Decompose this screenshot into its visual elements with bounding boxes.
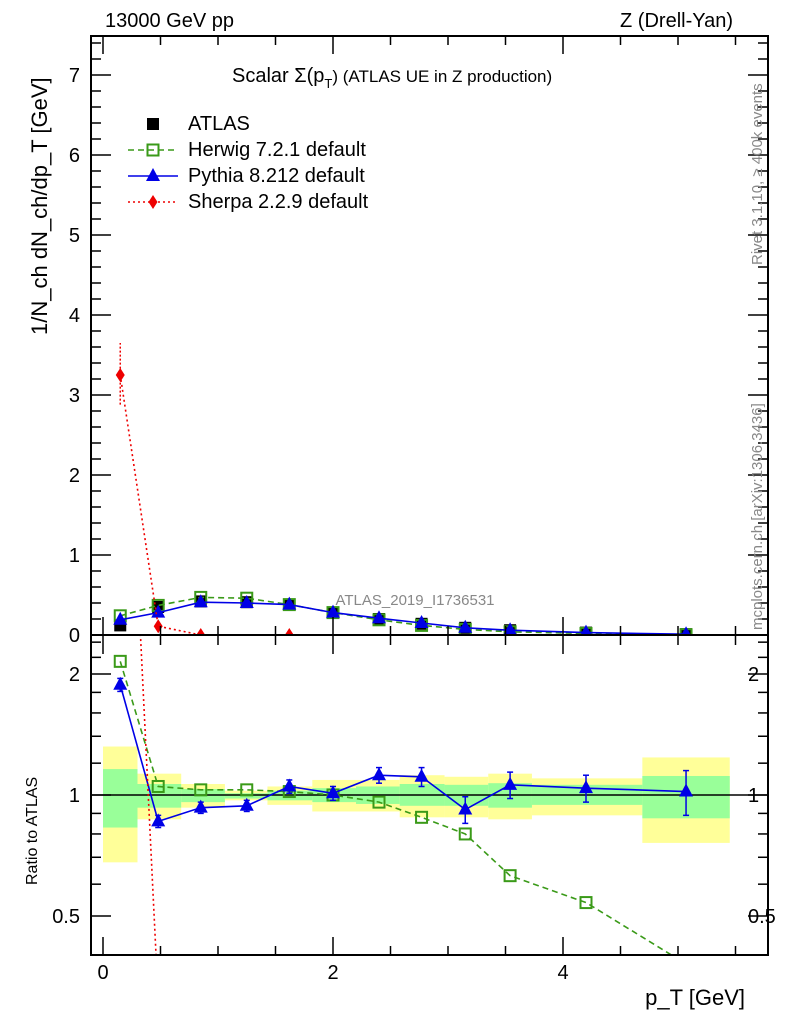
x-tick-0: 0 bbox=[97, 962, 108, 984]
ratio-y-tick-0.5-left: 0.5 bbox=[52, 906, 80, 928]
top-y-tick-3: 3 bbox=[69, 385, 80, 407]
tick-labels: 0 1 2 3 4 5 6 7 0.5 1 2 0.5 1 2 0 2 4 bbox=[52, 65, 776, 984]
rivet-version-text: Rivet 3.1.10, ≥ 400k events bbox=[749, 83, 766, 265]
herwig-ratio-point bbox=[579, 896, 593, 910]
legend-marker-sherpa bbox=[148, 195, 158, 209]
sherpa-point bbox=[153, 619, 163, 634]
title-sub: T bbox=[324, 76, 332, 91]
mcplots-text: mcplots.cern.ch [arXiv:1306.3436] bbox=[749, 403, 766, 630]
herwig-ratio-point bbox=[372, 795, 386, 809]
ratio-y-tick-1-right: 1 bbox=[748, 785, 759, 807]
legend-marker-pythia bbox=[146, 168, 160, 181]
herwig-line bbox=[120, 596, 687, 635]
herwig-ratio-point bbox=[240, 783, 254, 797]
pythia-ratio-point bbox=[151, 813, 166, 827]
band-green-bin bbox=[103, 769, 138, 828]
legend-label-atlas: ATLAS bbox=[188, 113, 250, 135]
legend: ATLAS Herwig 7.2.1 default Pythia 8.212 … bbox=[128, 113, 369, 213]
pythia-line bbox=[120, 601, 687, 635]
top-y-tick-4: 4 bbox=[69, 305, 80, 327]
ratio-uncertainty-bands bbox=[103, 746, 730, 863]
sherpa-ratio-line bbox=[139, 636, 157, 955]
pythia-ratio-point bbox=[326, 785, 340, 799]
pythia-ratio-point bbox=[113, 676, 128, 690]
legend-label-sherpa: Sherpa 2.2.9 default bbox=[188, 191, 369, 213]
legend-marker-herwig bbox=[146, 143, 160, 157]
herwig-ratio-point bbox=[151, 779, 165, 793]
axis-ticks bbox=[91, 36, 768, 956]
pythia-ratio-line bbox=[119, 684, 687, 823]
title-end: ) (ATLAS UE in Z production) bbox=[332, 67, 552, 86]
herwig-ratio-point bbox=[113, 654, 127, 668]
pythia-ratio-point bbox=[503, 776, 518, 790]
top-panel-marks bbox=[113, 343, 693, 635]
top-y-tick-2: 2 bbox=[69, 465, 80, 487]
ratio-y-tick-2-left: 2 bbox=[69, 664, 80, 686]
sherpa-point bbox=[115, 368, 125, 382]
header-right: Z (Drell-Yan) bbox=[620, 10, 733, 32]
ratio-y-tick-2-right: 2 bbox=[748, 664, 759, 686]
sherpa-line bbox=[119, 374, 290, 635]
ratio-panel-marks bbox=[113, 636, 694, 969]
ratio-y-tick-1-left: 1 bbox=[69, 785, 80, 807]
chart-title: Scalar Σ(pT) (ATLAS UE in Z production) bbox=[232, 65, 552, 91]
legend-label-herwig: Herwig 7.2.1 default bbox=[188, 139, 366, 161]
legend-label-pythia: Pythia 8.212 default bbox=[188, 165, 365, 187]
pythia-point bbox=[239, 595, 254, 608]
pythia-point bbox=[113, 611, 128, 625]
pythia-point bbox=[681, 626, 691, 635]
herwig-ratio-point bbox=[194, 783, 208, 797]
x-tick-2: 2 bbox=[327, 962, 338, 984]
pythia-point bbox=[503, 622, 517, 635]
pythia-ratio-point bbox=[193, 799, 208, 813]
pythia-point bbox=[326, 604, 340, 618]
herwig-ratio-point bbox=[503, 869, 517, 883]
top-y-tick-1: 1 bbox=[69, 545, 80, 567]
sherpa-point bbox=[196, 628, 206, 635]
sherpa-point bbox=[284, 628, 294, 635]
pythia-point bbox=[458, 619, 473, 633]
pythia-ratio-point bbox=[282, 778, 297, 792]
top-y-axis-label: 1/N_ch dN_ch/dp_T [GeV] bbox=[27, 77, 52, 335]
pythia-ratio-point bbox=[372, 767, 386, 781]
pythia-point bbox=[580, 624, 592, 635]
title-main: Scalar Σ(p bbox=[232, 65, 324, 87]
ratio-y-axis-label: Ratio to ATLAS bbox=[24, 777, 41, 885]
legend-marker-atlas bbox=[147, 118, 159, 130]
pythia-point bbox=[414, 615, 429, 628]
pythia-point bbox=[282, 596, 297, 610]
ratio-y-tick-0.5-right: 0.5 bbox=[748, 906, 776, 928]
header-left: 13000 GeV pp bbox=[105, 10, 234, 32]
pythia-point bbox=[193, 594, 208, 608]
pythia-ratio-point bbox=[239, 797, 254, 811]
pythia-point bbox=[372, 610, 386, 624]
pythia-point bbox=[151, 604, 166, 618]
top-y-tick-6: 6 bbox=[69, 145, 80, 167]
top-y-tick-0: 0 bbox=[69, 625, 80, 647]
herwig-ratio-point bbox=[415, 810, 429, 824]
pythia-ratio-point bbox=[458, 801, 473, 815]
analysis-watermark: ATLAS_2019_I1736531 bbox=[335, 592, 494, 609]
top-y-tick-5: 5 bbox=[69, 225, 80, 247]
pythia-ratio-point bbox=[414, 768, 429, 782]
herwig-ratio-point bbox=[458, 827, 472, 841]
band-green-bin bbox=[137, 784, 182, 808]
herwig-ratio-point bbox=[681, 958, 692, 969]
x-tick-4: 4 bbox=[557, 962, 568, 984]
pythia-ratio-point bbox=[679, 783, 694, 797]
x-axis-label: p_T [GeV] bbox=[645, 985, 745, 1010]
top-y-tick-7: 7 bbox=[69, 65, 80, 87]
pythia-ratio-point bbox=[579, 780, 593, 794]
